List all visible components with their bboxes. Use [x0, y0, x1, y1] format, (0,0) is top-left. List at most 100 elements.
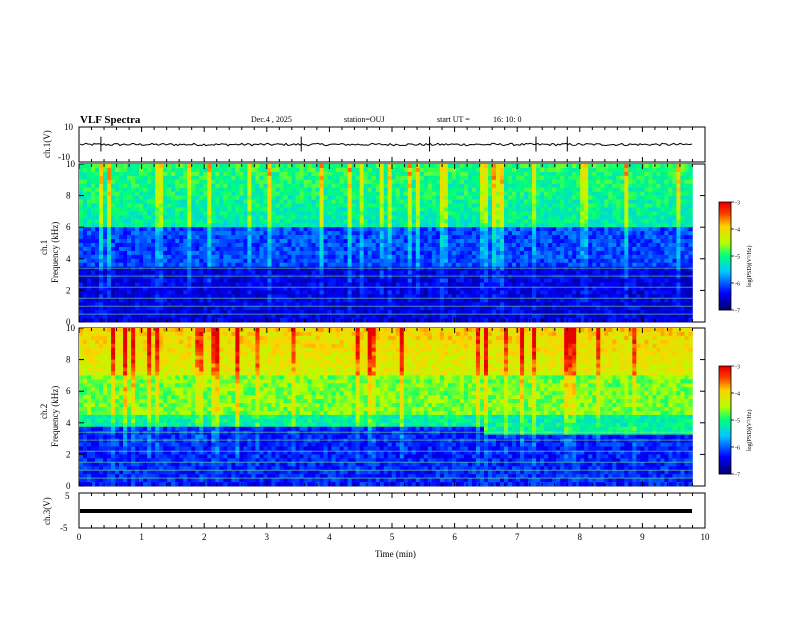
spectrogram-cell: [292, 251, 296, 255]
spectrogram-cell: [356, 235, 360, 239]
spectrogram-cell: [271, 172, 275, 176]
spectrogram-cell: [460, 271, 464, 275]
spectrogram-cell: [436, 298, 440, 302]
spectrogram-cell: [332, 223, 336, 227]
spectrogram-cell: [432, 235, 436, 239]
spectrogram-cell: [151, 267, 155, 271]
spectrogram-cell: [271, 263, 275, 267]
spectrogram-cell: [372, 219, 376, 223]
spectrogram-cell: [500, 192, 504, 196]
spectrogram-cell: [183, 283, 187, 287]
spectrogram-cell: [528, 227, 532, 231]
spectrogram-cell: [512, 164, 516, 168]
spectrogram-cell: [424, 200, 428, 204]
spectrogram-cell: [524, 200, 528, 204]
spectrogram-cell: [436, 243, 440, 247]
spectrogram-cell: [119, 314, 123, 318]
spectrogram-cell: [528, 188, 532, 192]
spectrogram-cell: [304, 196, 308, 200]
spectrogram-cell: [187, 306, 191, 310]
spectrogram-cell: [336, 283, 340, 287]
spectrogram-cell: [103, 279, 107, 283]
spectrogram-cell: [524, 215, 528, 219]
spectrogram-cell: [428, 290, 432, 294]
spectrogram-cell: [312, 231, 316, 235]
spectrogram-cell: [215, 267, 219, 271]
spectrogram-cell: [163, 243, 167, 247]
spectrogram-cell: [139, 247, 143, 251]
spectrogram-cell: [560, 192, 564, 196]
spectrogram-cell: [480, 267, 484, 271]
spectrogram-cell: [328, 298, 332, 302]
spectrogram-cell: [504, 207, 508, 211]
spectrogram-cell: [215, 227, 219, 231]
spectrogram-cell: [328, 251, 332, 255]
spectrogram-cell: [460, 239, 464, 243]
spectrogram-cell: [508, 215, 512, 219]
spectrogram-cell: [215, 239, 219, 243]
spectrogram-cell: [444, 283, 448, 287]
spectrogram-cell: [408, 211, 412, 215]
spectrogram-cell: [376, 290, 380, 294]
spectrogram-cell: [139, 239, 143, 243]
spectrogram-cell: [512, 211, 516, 215]
spectrogram-cell: [472, 298, 476, 302]
spectrogram-cell: [532, 247, 536, 251]
spectrogram-cell: [328, 227, 332, 231]
spectrogram-cell: [259, 204, 263, 208]
spectrogram-cell: [107, 180, 111, 184]
spectrogram-cell: [368, 227, 372, 231]
spectrogram-cell: [296, 207, 300, 211]
spectrogram-cell: [564, 259, 568, 263]
spectrogram-cell: [223, 283, 227, 287]
spectrogram-cell: [508, 283, 512, 287]
spectrogram-cell: [123, 243, 127, 247]
spectrogram-cell: [376, 267, 380, 271]
spectrogram-cell: [167, 168, 171, 172]
spectrogram-cell: [344, 211, 348, 215]
spectrogram-cell: [360, 267, 364, 271]
spectrogram-cell: [516, 243, 520, 247]
station-label: station=OUJ: [344, 115, 385, 124]
spectrogram-cell: [195, 180, 199, 184]
spectrogram-cell: [324, 271, 328, 275]
spectrogram-cell: [576, 200, 580, 204]
spectrogram-cell: [440, 207, 444, 211]
spectrogram-cell: [267, 235, 271, 239]
spectrogram-cell: [251, 219, 255, 223]
spectrogram-cell: [452, 188, 456, 192]
spectrogram-cell: [304, 259, 308, 263]
spectrogram-cell: [428, 235, 432, 239]
spectrogram-cell: [203, 196, 207, 200]
spectrogram-cell: [288, 207, 292, 211]
spectrogram-cell: [504, 247, 508, 251]
spectrogram-cell: [344, 184, 348, 188]
spectrogram-cell: [99, 255, 103, 259]
spectrogram-cell: [175, 251, 179, 255]
spectrogram-cell: [520, 172, 524, 176]
spectrogram-cell: [508, 271, 512, 275]
spectrogram-cell: [468, 215, 472, 219]
spectrogram-cell: [332, 259, 336, 263]
spectrogram-cell: [552, 251, 556, 255]
spectrogram-cell: [159, 235, 163, 239]
spectrogram-cell: [211, 215, 215, 219]
spectrogram-cell: [416, 196, 420, 200]
spectrogram-cell: [300, 259, 304, 263]
spectrogram-cell: [380, 180, 384, 184]
spectrogram-cell: [308, 204, 312, 208]
spectrogram-cell: [111, 188, 115, 192]
spectrogram-cell: [480, 239, 484, 243]
spectrogram-cell: [103, 239, 107, 243]
spectrogram-cell: [187, 196, 191, 200]
spectrogram-cell: [239, 168, 243, 172]
spectrogram-cell: [267, 176, 271, 180]
spectrogram-cell: [500, 211, 504, 215]
spectrogram-cell: [235, 196, 239, 200]
spectrogram-cell: [360, 243, 364, 247]
spectrogram-cell: [119, 204, 123, 208]
spectrogram-cell: [179, 204, 183, 208]
spectrogram-cell: [263, 176, 267, 180]
spectrogram-cell: [267, 255, 271, 259]
spectrogram-cell: [316, 215, 320, 219]
